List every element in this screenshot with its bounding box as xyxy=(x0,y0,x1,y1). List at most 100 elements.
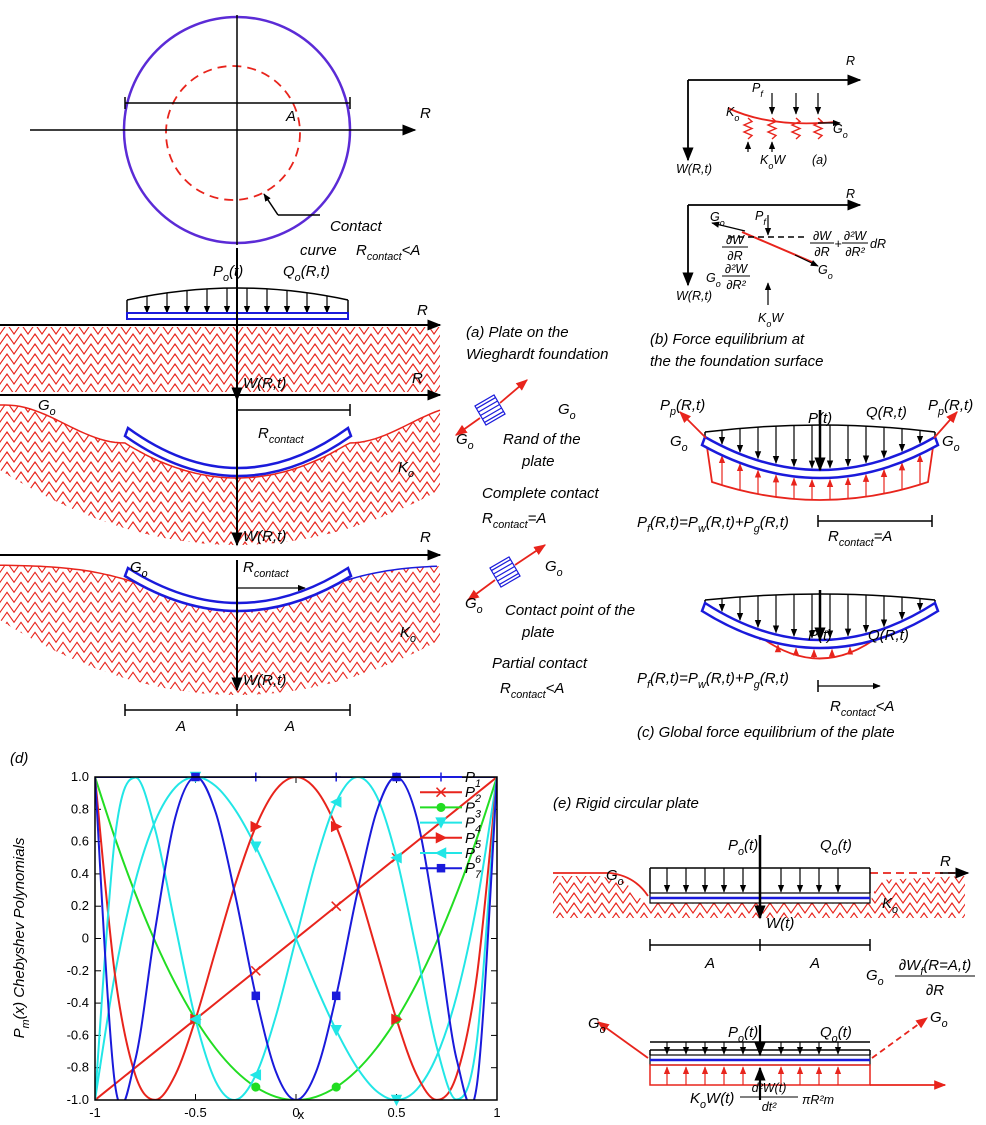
label-part: Wieghardt foundation xyxy=(466,346,608,363)
label-part: G xyxy=(942,433,954,450)
label: Pp(R,t) xyxy=(928,397,973,418)
label-part: W(t) xyxy=(766,915,794,932)
label: Ko xyxy=(882,895,898,916)
label-part: ∂R xyxy=(727,249,742,263)
label-part: Q xyxy=(820,1024,832,1041)
hatch-zigzag xyxy=(0,532,441,542)
marker xyxy=(252,1083,260,1091)
marker xyxy=(333,992,340,999)
label-part: (x) Chebyshev Polynomials xyxy=(11,837,28,1019)
label: Po(t) xyxy=(213,263,243,284)
y-tick-label: -0.4 xyxy=(67,995,89,1010)
label: KoW xyxy=(758,311,784,329)
label-part: ∂²W xyxy=(725,262,748,276)
subscript: 2 xyxy=(474,793,481,805)
label-part: A xyxy=(285,108,296,125)
subscript: o xyxy=(50,406,56,418)
label: Contact xyxy=(330,218,383,235)
label-part: (t) xyxy=(838,1024,852,1041)
label-part: (R,t)+P xyxy=(706,514,754,531)
label-part: dt² xyxy=(762,1100,777,1114)
label: R xyxy=(940,853,951,870)
label-part: Q(R,t) xyxy=(868,627,909,644)
label: Rcontact<A xyxy=(500,680,564,701)
label-part: P xyxy=(728,1024,738,1041)
hatch-zigzag xyxy=(0,492,441,502)
label-part: P xyxy=(728,837,738,854)
hatch-zigzag xyxy=(0,384,441,394)
label-part: A xyxy=(704,955,715,972)
hatch-zigzag xyxy=(0,662,441,672)
hatch-zigzag xyxy=(0,592,441,602)
label: Go xyxy=(545,558,563,579)
label-part: (t) xyxy=(838,837,852,854)
x-tick-label: -0.5 xyxy=(184,1105,206,1120)
label-part: (a) xyxy=(812,153,827,167)
label: Go xyxy=(706,271,721,289)
label: Partial contact xyxy=(492,655,588,672)
y-tick-label: 1.0 xyxy=(71,769,89,784)
label-part: R xyxy=(243,559,254,576)
label-part: R xyxy=(412,370,423,387)
label: Ko xyxy=(398,459,414,480)
subscript: 4 xyxy=(475,824,481,836)
label-part: R xyxy=(828,528,839,545)
label: A xyxy=(809,955,820,972)
subscript: o xyxy=(954,442,960,454)
label-part: Contact point of the xyxy=(505,602,635,619)
y-tick-label: 0.8 xyxy=(71,801,89,816)
label: Pf(R,t)=Pw(R,t)+Pg(R,t) xyxy=(637,514,789,535)
label: W(R,t) xyxy=(243,375,286,392)
hatch-zigzag xyxy=(0,374,441,384)
label: Rand of the xyxy=(503,431,581,448)
subscript: o xyxy=(468,440,474,452)
label-part: G xyxy=(545,558,557,575)
label-part: P(t) xyxy=(808,410,832,427)
spring xyxy=(744,118,752,139)
label: ∂²W xyxy=(844,229,867,243)
label: Complete contact xyxy=(482,485,600,502)
label: Rcontact xyxy=(243,559,290,580)
y-tick-label: 0.6 xyxy=(71,834,89,849)
label: Go xyxy=(670,433,688,454)
label-part: ∂R² xyxy=(726,278,746,292)
label: A xyxy=(175,718,186,735)
label: A xyxy=(704,955,715,972)
label: ∂R xyxy=(926,982,944,999)
label-part: R xyxy=(482,510,493,527)
hatch-zigzag xyxy=(0,334,441,344)
subscript: o xyxy=(716,279,721,289)
label-part: W(t) xyxy=(706,1090,734,1107)
label-part: ∂R xyxy=(814,245,829,259)
label-part: Partial contact xyxy=(492,655,588,672)
subscript: 3 xyxy=(475,808,481,820)
label-part: (R,t)=P xyxy=(650,514,698,531)
label: dt² xyxy=(762,1100,777,1114)
y-tick-label: 0 xyxy=(82,931,89,946)
marker xyxy=(332,1083,340,1091)
hatch-zigzag xyxy=(0,432,441,442)
label-part: =A xyxy=(874,528,893,545)
label-part: <A xyxy=(546,680,565,697)
hatch-zigzag xyxy=(0,422,441,432)
label-part: (a) Plate on the xyxy=(466,324,569,341)
label: Rcontact=A xyxy=(828,528,892,549)
subscript: m xyxy=(20,1019,32,1028)
y-tick-label: 0.2 xyxy=(71,898,89,913)
label: (c) Global force equilibrium of the plat… xyxy=(637,724,895,741)
spring xyxy=(792,118,800,139)
label-part: R xyxy=(420,529,431,546)
label: W(R,t) xyxy=(676,289,712,303)
label: KoW(t) xyxy=(690,1090,734,1111)
marker xyxy=(332,822,341,831)
label: W(R,t) xyxy=(243,528,286,545)
label-part: ∂W xyxy=(899,957,922,974)
hatch-zigzag xyxy=(546,913,966,923)
label-part: πR²m xyxy=(802,1093,834,1107)
subscript: f xyxy=(763,217,767,227)
label-part: R xyxy=(940,853,951,870)
label-part: P xyxy=(11,1028,28,1038)
label: Qo(t) xyxy=(820,837,852,858)
label-part: G xyxy=(588,1015,600,1032)
label-part: A xyxy=(175,718,186,735)
